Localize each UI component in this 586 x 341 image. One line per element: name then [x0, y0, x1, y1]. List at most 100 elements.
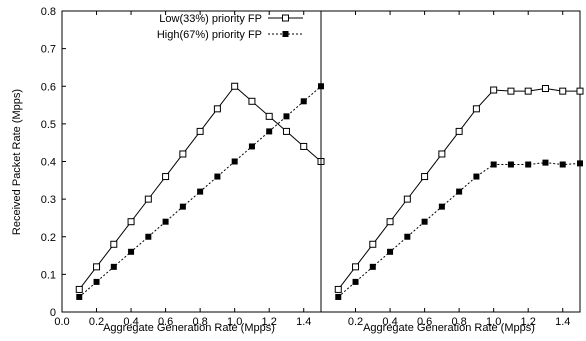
data-point-low — [352, 263, 360, 271]
data-point-low — [576, 87, 584, 95]
data-point-low — [334, 285, 342, 293]
data-point-high — [128, 248, 135, 255]
x-tick-label: 1.0 — [486, 316, 501, 328]
data-point-high — [110, 263, 117, 270]
data-point-low — [541, 85, 549, 93]
legend-marker-high — [282, 31, 289, 37]
right-series — [334, 85, 584, 300]
data-point-low — [282, 127, 290, 135]
y-tick-label: 0.3 — [41, 194, 56, 206]
data-point-low — [490, 86, 498, 94]
data-point-high — [162, 218, 169, 225]
data-point-high — [231, 158, 238, 165]
y-tick-label: 0.6 — [41, 81, 56, 93]
y-tick-label: 0.4 — [41, 157, 56, 169]
data-point-high — [507, 161, 514, 168]
data-point-low — [93, 263, 101, 271]
x-tick-label: 0.2 — [348, 316, 363, 328]
data-point-high — [404, 233, 411, 240]
data-point-low — [144, 195, 152, 203]
legend-marker-low — [282, 14, 289, 22]
x-tick-label: 0.8 — [192, 316, 207, 328]
data-point-low — [162, 173, 170, 181]
data-point-low — [300, 142, 308, 150]
x-tick-label: 0.4 — [123, 316, 138, 328]
y-axis-label: Received Packet Rate (Mpps) — [11, 89, 23, 235]
legend-label-low: Low(33%) priority FP — [159, 13, 262, 25]
y-tick-label: 0 — [50, 307, 56, 319]
x-tick-label: 0.6 — [158, 316, 173, 328]
x-tick-label: 1.2 — [521, 316, 536, 328]
data-point-high — [369, 263, 376, 270]
x-tick-label: 0.4 — [382, 316, 397, 328]
right-x-axis-label: Aggregate Generation Rate (Mpps) — [363, 322, 535, 334]
left-y-ticks: 0 0.1 0.2 0.3 0.4 0.5 0.6 0.7 0.8 — [41, 6, 66, 319]
right-plot-frame — [320, 10, 581, 313]
data-point-high — [335, 293, 342, 300]
data-point-low — [265, 112, 273, 120]
data-point-high — [473, 173, 480, 180]
data-point-high — [542, 159, 549, 166]
left-chart: 00.10.20.30.40.50.60.70.8 0.0 0.2 0.4 0.6 0.… — [11, 6, 325, 334]
data-point-high — [300, 98, 307, 105]
data-point-low — [196, 127, 204, 135]
data-point-low — [369, 240, 377, 248]
data-point-low — [386, 218, 394, 226]
data-point-low — [127, 218, 135, 226]
y-tick-label: 0.7 — [41, 44, 56, 56]
data-point-low — [179, 150, 187, 158]
left-x-axis-label: Aggregate Generation Rate (Mpps) — [103, 322, 275, 334]
data-point-low — [248, 97, 256, 105]
data-point-high — [438, 203, 445, 210]
right-chart: 0.2 0.4 0.6 0.8 1.0 1.2 1.4 Aggregate Generati… — [320, 10, 584, 334]
series-line-high — [337, 162, 581, 298]
data-point-high — [93, 278, 100, 285]
data-point-low — [231, 82, 239, 90]
data-point-low — [472, 105, 480, 113]
data-point-high — [421, 218, 428, 225]
data-point-low — [507, 87, 515, 95]
data-point-low — [524, 87, 532, 95]
data-point-high — [179, 203, 186, 210]
legend-label-high: High(67%) priority FP — [157, 29, 262, 41]
data-point-high — [248, 143, 255, 150]
data-point-low — [403, 195, 411, 203]
x-tick-label: 0.6 — [417, 316, 432, 328]
data-point-high — [76, 293, 83, 300]
data-point-high — [490, 161, 497, 168]
data-point-high — [352, 278, 359, 285]
data-point-high — [214, 173, 221, 180]
data-point-low — [438, 150, 446, 158]
data-point-high — [577, 160, 583, 167]
y-tick-label: 0.2 — [41, 232, 56, 244]
y-tick-label: 0.8 — [41, 6, 56, 18]
data-point-high — [559, 161, 566, 168]
x-tick-label: 1.4 — [296, 316, 311, 328]
data-point-high — [456, 188, 463, 195]
right-x-ticks: 0.2 0.4 0.6 0.8 1.0 1.2 1.4 — [348, 11, 570, 328]
left-series — [75, 82, 325, 300]
data-point-high — [283, 113, 290, 120]
data-point-low — [213, 105, 221, 113]
data-point-low — [455, 127, 463, 135]
x-tick-label: 1.0 — [227, 316, 242, 328]
y-tick-label: 0.1 — [41, 269, 56, 281]
data-point-low — [559, 87, 567, 95]
data-point-high — [525, 161, 532, 168]
left-x-ticks: 0.0 0.2 0.4 0.6 0.8 1.0 1.2 1.4 — [54, 11, 311, 328]
data-point-low — [110, 240, 118, 248]
x-tick-label: 0.2 — [89, 316, 104, 328]
data-point-high — [197, 188, 204, 195]
data-point-low — [75, 285, 83, 293]
x-tick-label: 0.8 — [451, 316, 466, 328]
x-tick-label: 0.0 — [54, 316, 69, 328]
data-point-high — [145, 233, 152, 240]
left-plot-frame — [61, 10, 322, 313]
data-point-low — [421, 173, 429, 181]
x-tick-label: 1.2 — [262, 316, 277, 328]
data-point-high — [266, 128, 273, 135]
legend: Low(33%) priority FP High(67%) priority … — [157, 13, 303, 41]
y-tick-label: 0.5 — [41, 119, 56, 131]
x-tick-label: 1.4 — [555, 316, 570, 328]
